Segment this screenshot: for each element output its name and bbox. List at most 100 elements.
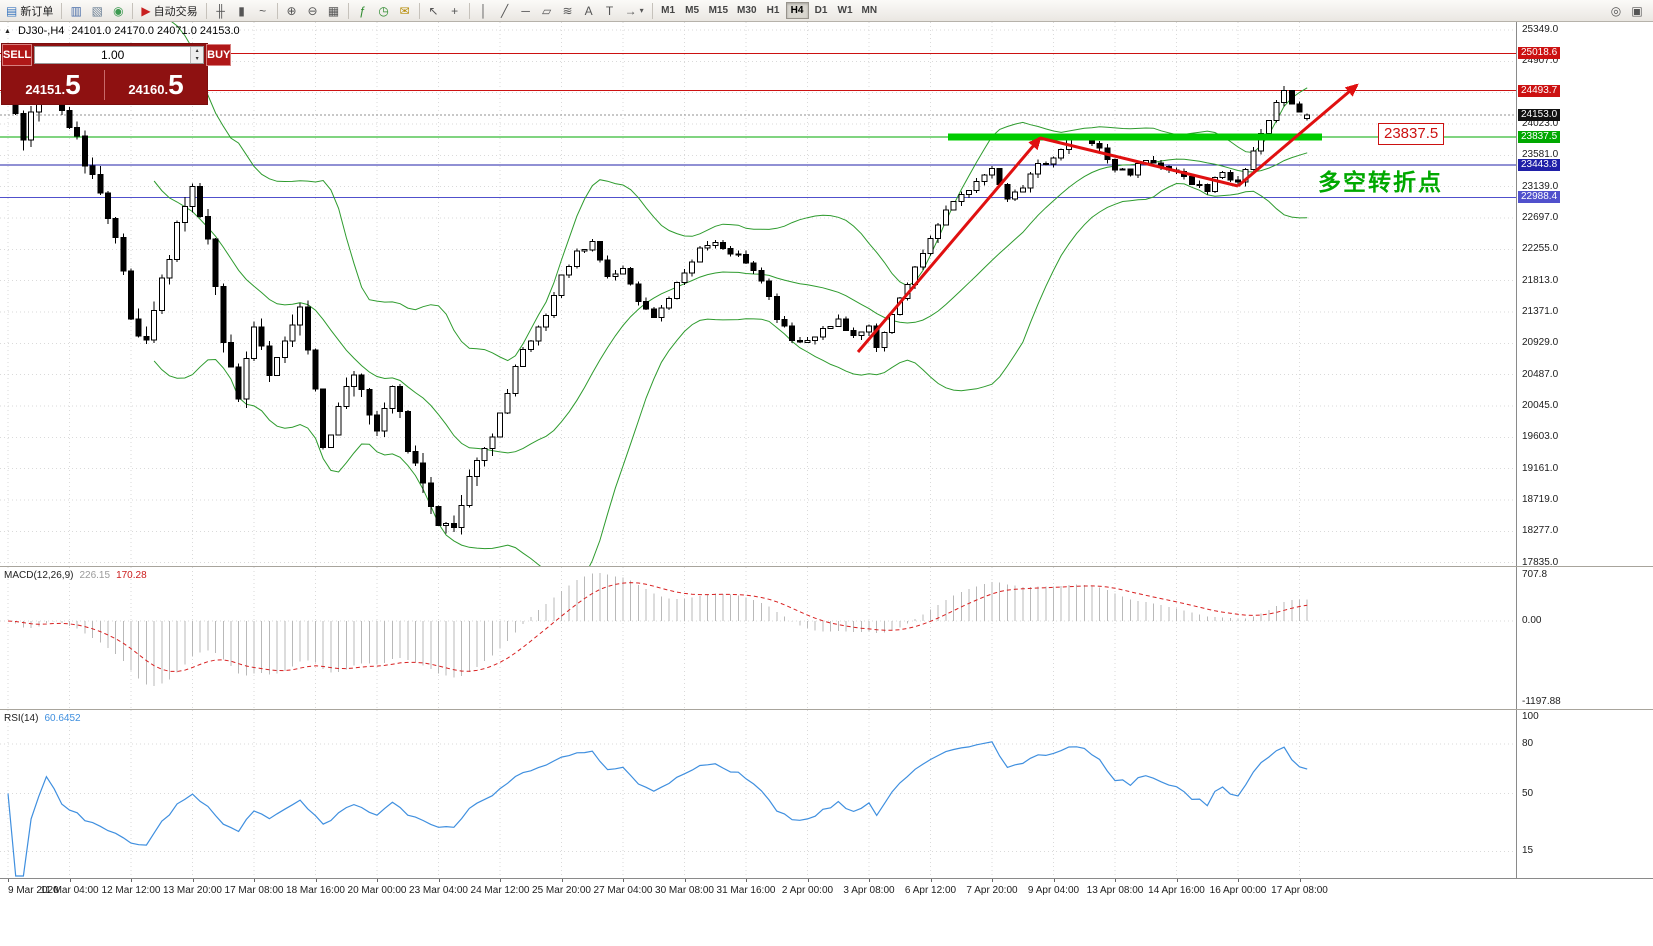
tile-windows-button[interactable]: ▦	[324, 2, 344, 20]
time-axis-label: 14 Apr 16:00	[1148, 885, 1205, 896]
timeframe-h4-button[interactable]: H4	[785, 2, 809, 19]
ohlc-readout: 24101.0 24170.0 24071.0 24153.0	[71, 25, 240, 37]
buy-price-pip: 5	[168, 69, 184, 100]
profiles-icon[interactable]: ▧	[87, 2, 107, 20]
price-axis-label: 21371.0	[1522, 306, 1559, 317]
price-axis-label: 20487.0	[1522, 369, 1559, 380]
horizontal-line-button[interactable]: ─	[516, 2, 536, 20]
rsi-value: 60.6452	[44, 713, 81, 724]
candlestick-button[interactable]: ▮	[232, 2, 252, 20]
price-axis-label: 707.8	[1522, 569, 1548, 580]
price-level-label: 24153.0	[1518, 109, 1561, 121]
timeframe-d1-button[interactable]: D1	[814, 5, 828, 16]
time-tick	[1238, 879, 1239, 882]
timeframe-mn-button[interactable]: MN	[861, 5, 878, 16]
cursor-button[interactable]: ↖	[424, 2, 444, 20]
collapse-icon[interactable]: ▲	[4, 27, 11, 35]
time-axis-label: 24 Mar 12:00	[470, 885, 530, 896]
autotrading-icon: ▶	[141, 3, 151, 18]
sell-price-pip: 5	[65, 69, 81, 100]
new-order-button[interactable]: ▤ 新订单	[2, 2, 57, 20]
trendline-button[interactable]: ╱	[495, 2, 515, 20]
buy-price[interactable]: 24160. 5	[105, 71, 207, 99]
periods-button[interactable]: ◷	[374, 2, 394, 20]
time-tick	[561, 879, 563, 882]
zoom-out-icon: ⊖	[307, 3, 318, 18]
symbol-period: DJ30-,H4	[17, 25, 65, 37]
time-tick	[746, 879, 747, 882]
time-tick	[1299, 879, 1301, 882]
community-icon[interactable]: ◉	[108, 2, 128, 20]
price-axis-label: 19603.0	[1522, 431, 1559, 442]
price-callout: 23837.5	[1378, 123, 1445, 145]
candlestick-icon: ▮	[238, 3, 245, 18]
time-axis-label: 30 Mar 08:00	[655, 885, 714, 896]
tile-windows-icon: ▦	[327, 3, 340, 18]
new-chart-icon[interactable]: ▥	[66, 2, 86, 20]
mail-button[interactable]: ✉	[395, 2, 415, 20]
price-axis[interactable]: 25349.024907.024465.024023.023581.023139…	[1516, 22, 1653, 878]
autotrading-button[interactable]: ▶ 自动交易	[137, 2, 201, 20]
time-tick	[315, 879, 317, 882]
sell-button[interactable]: SELL	[2, 44, 33, 66]
timeframe-m1-button[interactable]: M1	[661, 5, 676, 16]
time-axis-label: 16 Apr 00:00	[1209, 885, 1267, 896]
text-button[interactable]: A	[579, 2, 599, 20]
layout-icon[interactable]: ▣	[1627, 2, 1647, 20]
toolbar: ▤ 新订单 ▥ ▧ ◉ ▶ 自动交易 ╫ ▮ ~ ⊕ ⊖ ▦ ƒ ◷ ✉ ↖ + │ ╱ ─ ▱ ≋ A T → ▾ M1 M5 M15 M…	[0, 0, 1653, 22]
sell-price[interactable]: 24151. 5	[2, 71, 104, 99]
price-axis-label: 23139.0	[1522, 181, 1559, 192]
main-chart[interactable]	[0, 22, 1516, 566]
label-icon: T	[605, 3, 614, 18]
timeframe-h1-button[interactable]: H1	[766, 5, 780, 16]
time-axis-label: 31 Mar 16:00	[716, 885, 776, 896]
buy-button[interactable]: BUY	[206, 44, 232, 66]
timeframe-m30-button[interactable]: M30	[737, 5, 757, 16]
crosshair-button[interactable]: +	[445, 2, 465, 20]
volume-input[interactable]	[35, 47, 191, 63]
price-axis-label: 19161.0	[1522, 463, 1559, 474]
search-icon: ◎	[1610, 3, 1622, 18]
arrows-button[interactable]: → ▾	[621, 2, 648, 20]
toolbar-separator	[132, 2, 134, 19]
zoom-in-button[interactable]: ⊕	[282, 2, 302, 20]
time-axis[interactable]: 9 Mar 2020 11 Mar 04:00 12 Mar 12:00 13 Mar…	[0, 878, 1653, 946]
timeframe-m15-button[interactable]: M15	[708, 5, 729, 16]
time-axis-label: 3 Apr 08:00	[843, 885, 895, 896]
sell-price-main: 24151.	[25, 82, 66, 97]
volume-down-button[interactable]: ▾	[191, 55, 204, 63]
indicators-button[interactable]: ƒ	[353, 2, 373, 20]
search-icon[interactable]: ◎	[1606, 2, 1626, 20]
macd-panel[interactable]	[0, 567, 1516, 709]
toolbar-right: ◎ ▣	[1606, 2, 1651, 20]
line-chart-button[interactable]: ~	[253, 2, 273, 20]
channel-button[interactable]: ▱	[537, 2, 557, 20]
time-tick	[8, 879, 9, 882]
cursor-icon: ↖	[428, 3, 439, 18]
time-tick	[930, 879, 932, 882]
time-tick	[438, 879, 440, 882]
timeframe-m5-button[interactable]: M5	[685, 5, 700, 16]
new-chart-icon-icon: ▥	[70, 3, 83, 18]
price-axis-label: 80	[1522, 738, 1534, 749]
rsi-indicator-label: RSI(14) 60.6452	[4, 713, 81, 724]
macd-signal-value: 170.28	[116, 570, 147, 581]
rsi-panel[interactable]	[0, 710, 1516, 878]
time-axis-label: 9 Apr 04:00	[1027, 885, 1080, 896]
panel-splitter[interactable]	[0, 566, 1653, 567]
timeframe-w1-button[interactable]: W1	[837, 5, 853, 16]
time-tick	[869, 879, 870, 882]
zoom-out-button[interactable]: ⊖	[303, 2, 323, 20]
time-tick	[807, 879, 809, 882]
price-axis-label: 20045.0	[1522, 400, 1559, 411]
vertical-line-button[interactable]: │	[474, 2, 494, 20]
time-axis-label: 25 Mar 20:00	[532, 885, 591, 896]
volume-up-button[interactable]: ▴	[191, 47, 204, 55]
toolbar-separator	[418, 2, 420, 19]
bar-chart-button[interactable]: ╫	[211, 2, 231, 20]
zoom-in-icon: ⊕	[286, 3, 297, 18]
fibonacci-button[interactable]: ≋	[558, 2, 578, 20]
new-order-icon: ▤	[6, 3, 18, 18]
panel-splitter[interactable]	[0, 709, 1653, 710]
label-button[interactable]: T	[600, 2, 620, 20]
